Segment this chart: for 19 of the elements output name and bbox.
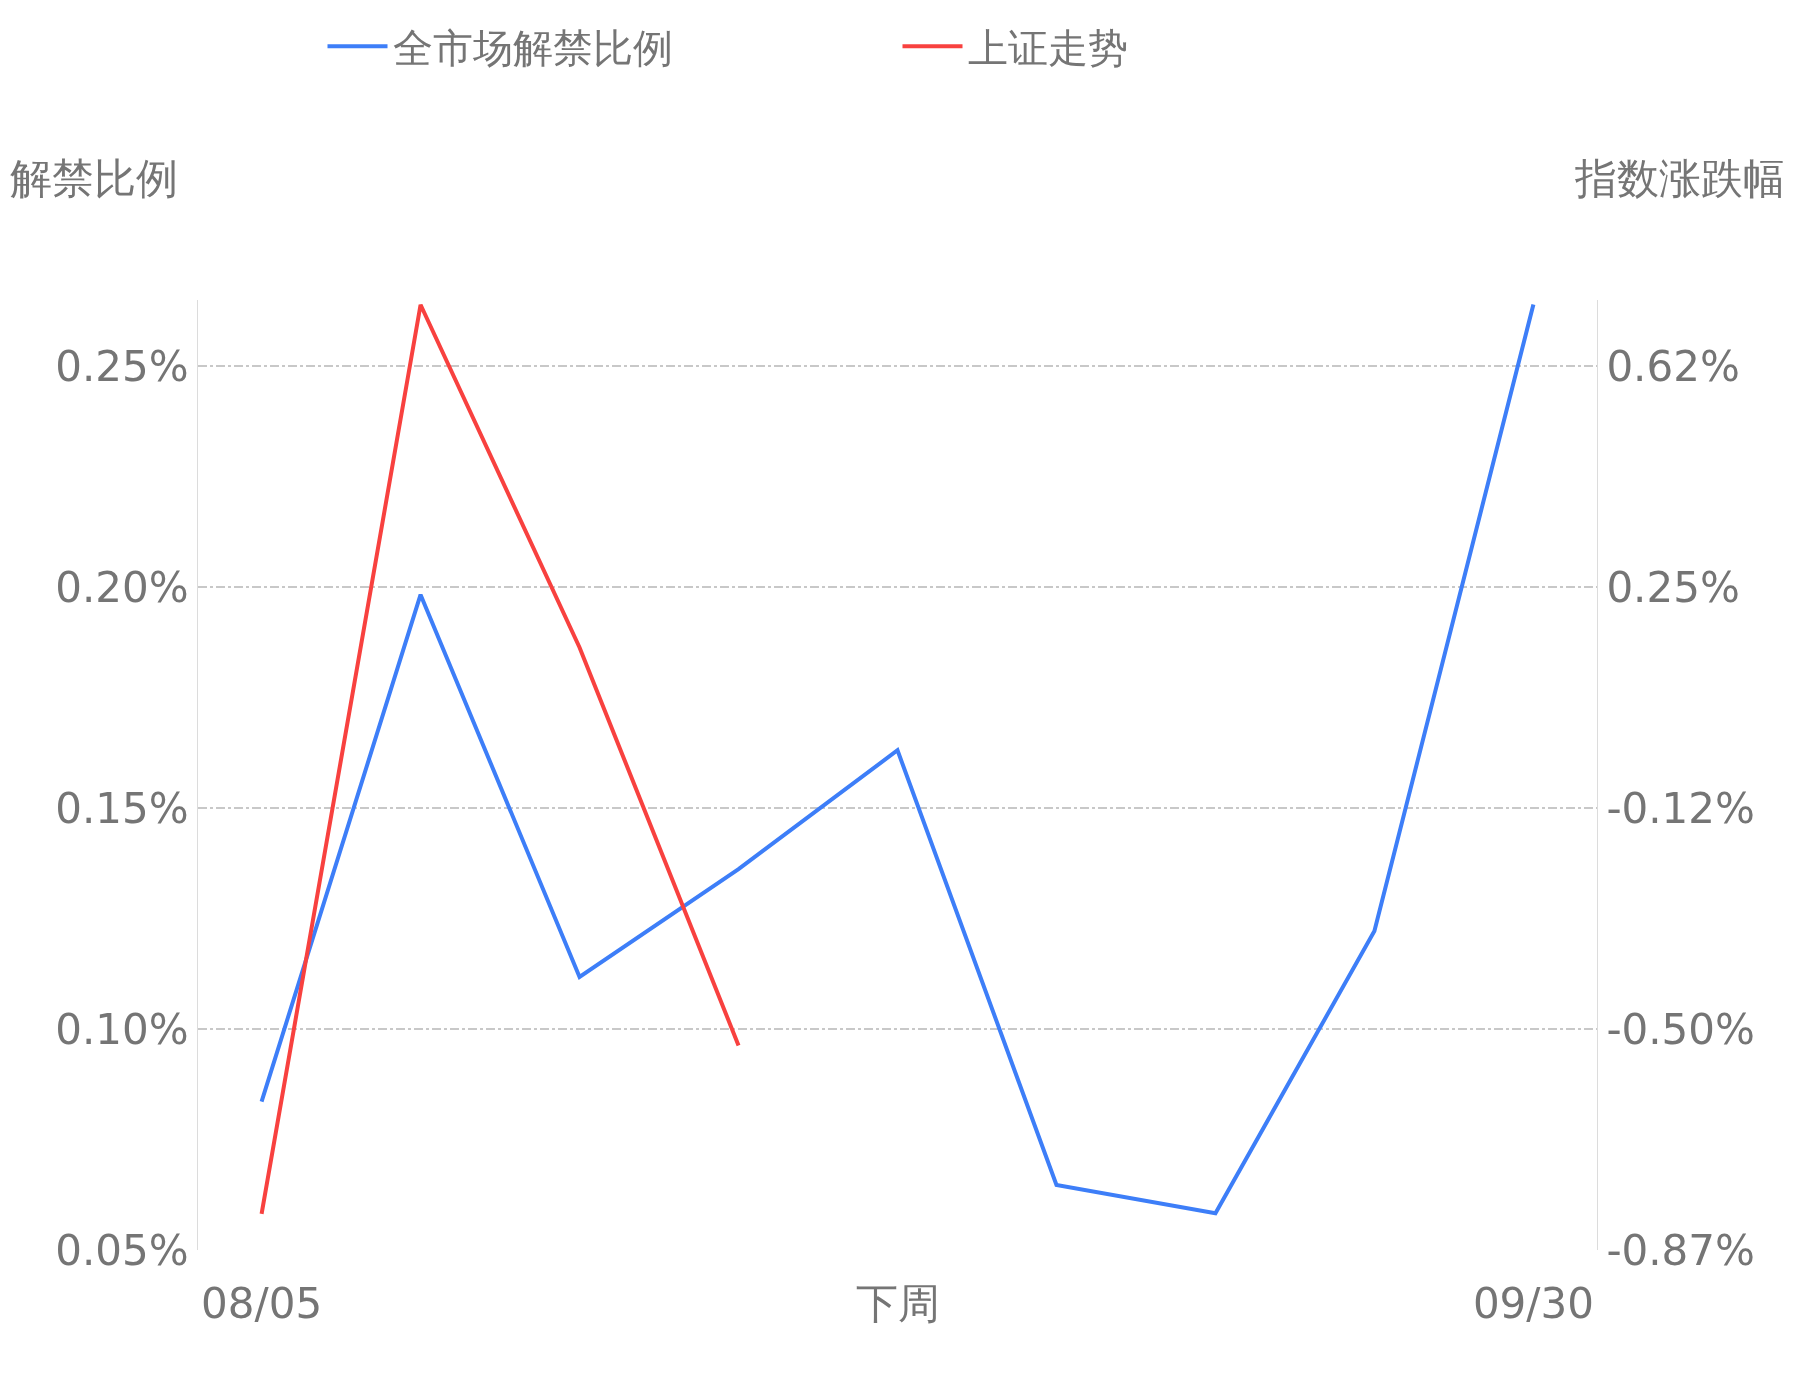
y-tick-label: 0.05%	[55, 1225, 189, 1275]
y2-tick-label: 0.25%	[1606, 563, 1740, 613]
legend-label: 全市场解禁比例	[392, 24, 673, 71]
y-tick-label: 0.25%	[55, 341, 189, 391]
x-tick-label: 09/30	[1472, 1279, 1594, 1328]
y-tick-label: 0.20%	[55, 562, 189, 612]
y2-tick-label: -0.87%	[1606, 1225, 1755, 1275]
y2-tick-label: -0.12%	[1606, 783, 1755, 833]
y2-tick-label: 0.62%	[1606, 342, 1740, 392]
y-tick-label: 0.10%	[55, 1004, 189, 1054]
line-series	[259, 302, 1536, 1216]
line-series	[259, 302, 741, 1216]
x-tick-label: 下周	[855, 1279, 940, 1328]
legend-label: 上证走势	[967, 24, 1128, 71]
y2-axis-title: 指数涨跌幅	[1574, 154, 1785, 203]
y-axis-title: 解禁比例	[10, 154, 178, 203]
y-tick-label: 0.15%	[55, 783, 189, 833]
x-tick-label: 08/05	[201, 1279, 323, 1328]
y2-tick-label: -0.50%	[1606, 1004, 1755, 1054]
